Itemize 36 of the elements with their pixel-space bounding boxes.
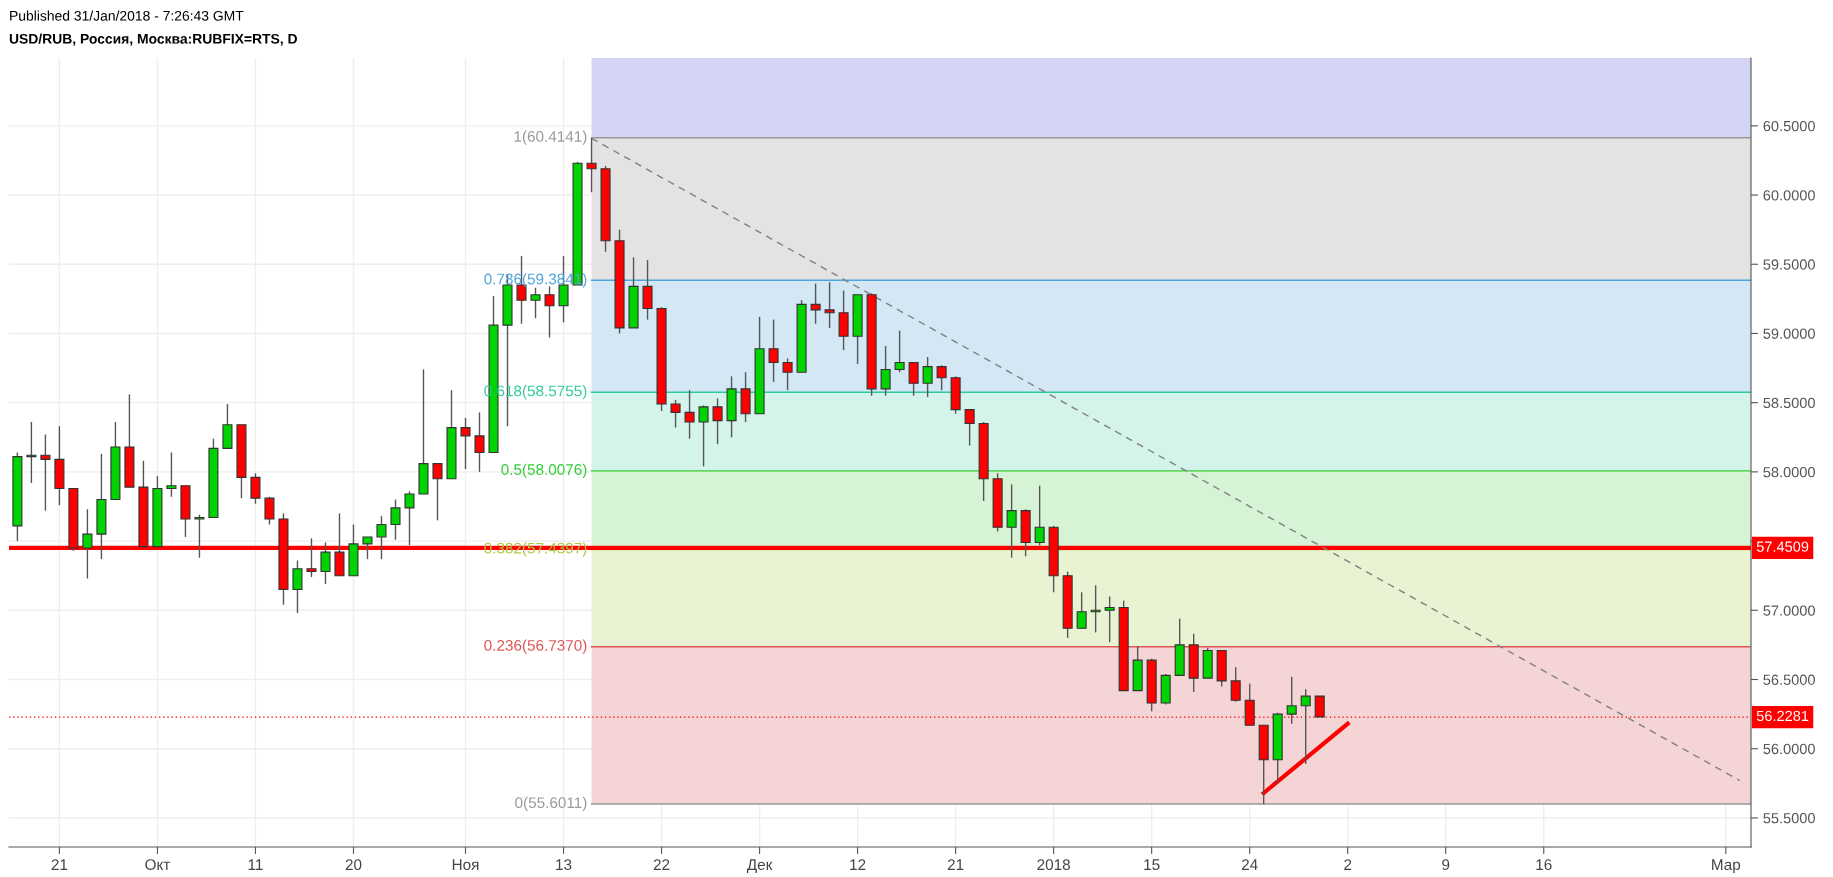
y-tick-label: 58.5000 <box>1763 397 1815 409</box>
x-tick-label: 2 <box>1344 859 1352 870</box>
x-tick-label: 24 <box>1241 859 1258 870</box>
ref-line-label: 1(60.4141) <box>514 130 587 145</box>
x-tick-label: 15 <box>1144 859 1160 871</box>
ref-line-label: 0.382(57.4397) <box>484 542 587 557</box>
y-tick-label: 60.5000 <box>1763 120 1815 132</box>
ref-line-label: 0.236(56.7370) <box>484 639 587 654</box>
y-tick-label: 59.0000 <box>1763 328 1815 339</box>
x-tick-label: 20 <box>345 859 362 871</box>
x-tick-label: Дек <box>746 859 773 873</box>
x-tick-label: Мар <box>1712 859 1741 874</box>
x-tick-label: 9 <box>1442 859 1450 871</box>
x-tick-label: 11 <box>248 859 263 870</box>
y-tick-label: 56.5000 <box>1763 674 1815 685</box>
ref-line-label: 0.5(58.0076) <box>501 463 587 478</box>
x-tick-label: 2018 <box>1037 859 1070 871</box>
y-tick-label: 56.0000 <box>1763 743 1815 755</box>
y-tick-label: 58.0000 <box>1763 466 1815 478</box>
x-tick-label: 22 <box>653 859 670 870</box>
text: Published 31/Jan/2018 - 7:26:43 GMT <box>10 10 244 21</box>
ref-line-label: 56.2281 <box>1756 710 1809 722</box>
x-tick-label: 21 <box>51 859 68 870</box>
x-tick-label: Окт <box>145 859 171 871</box>
x-tick-label: 16 <box>1536 859 1552 871</box>
x-tick-label: Ноя <box>452 859 479 871</box>
y-tick-label: 55.5000 <box>1763 813 1815 824</box>
y-tick-label: 59.5000 <box>1763 259 1815 270</box>
x-tick-label: 12 <box>850 859 866 870</box>
chart-title: USD/RUB, Россия, Москва:RUBFIX=RTS, D <box>9 33 297 46</box>
x-tick-label: 13 <box>556 859 572 871</box>
y-tick-label: 60.0000 <box>1763 190 1815 201</box>
x-tick-label: 21 <box>947 859 964 870</box>
ref-line-label: 0(55.6011) <box>515 796 587 812</box>
y-tick-label: 57.0000 <box>1763 605 1815 616</box>
ref-line-label: 57.4509 <box>1756 541 1809 552</box>
